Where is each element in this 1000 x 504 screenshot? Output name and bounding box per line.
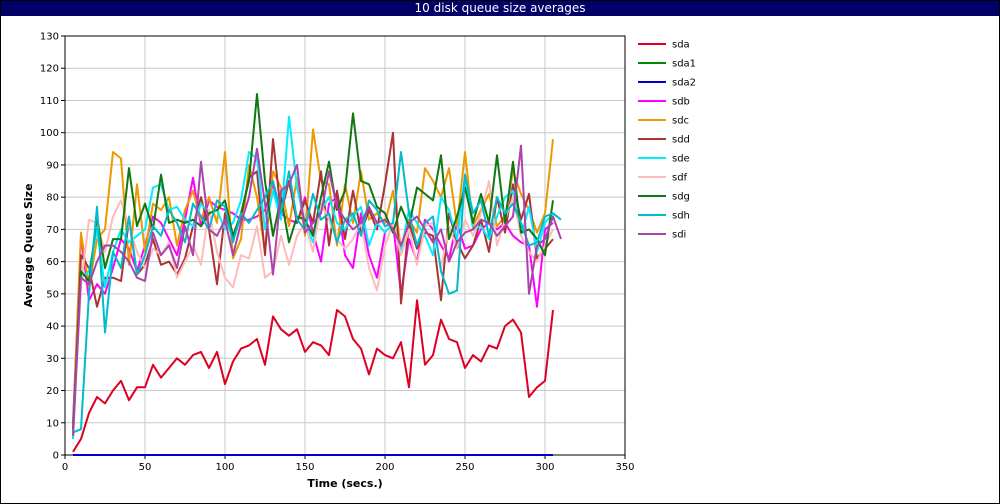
x-tick-label: 50 <box>139 462 152 473</box>
y-tick-label: 100 <box>40 128 59 139</box>
series-line-sdh <box>72 151 562 434</box>
legend-label-sdb: sdb <box>672 97 690 108</box>
legend-label-sdh: sdh <box>672 211 690 222</box>
y-tick-label: 70 <box>46 225 59 236</box>
y-tick-label: 120 <box>40 64 59 75</box>
y-tick-label: 60 <box>46 257 59 268</box>
y-tick-label: 110 <box>40 96 59 107</box>
x-tick-label: 350 <box>615 462 634 473</box>
chart-title: 10 disk queue size averages <box>1 1 999 16</box>
series-line-sda <box>72 299 554 453</box>
legend-label-sdc: sdc <box>672 116 689 127</box>
y-tick-label: 0 <box>53 451 59 462</box>
x-tick-label: 150 <box>295 462 314 473</box>
series-line-sdf <box>72 180 554 433</box>
y-tick-label: 10 <box>46 418 59 429</box>
legend: sda sda1 sda2 sdb sdc sdd sde sdf sdg sdh sdi <box>638 40 696 241</box>
x-tick-label: 300 <box>535 462 554 473</box>
x-tick-label: 200 <box>375 462 394 473</box>
legend-label-sdi: sdi <box>672 230 686 241</box>
y-tick-label: 130 <box>40 32 59 43</box>
x-axis-ticks: 0 50 100 150 200 250 300 350 <box>62 455 635 473</box>
y-axis-label: Average Queue Size <box>22 183 35 307</box>
y-tick-label: 90 <box>46 160 59 171</box>
legend-label-sda2: sda2 <box>672 78 696 89</box>
series-line-sdi <box>72 144 562 436</box>
legend-label-sdd: sdd <box>672 135 690 146</box>
x-tick-label: 250 <box>455 462 474 473</box>
legend-label-sdg: sdg <box>672 192 690 203</box>
y-tick-label: 40 <box>46 322 59 333</box>
series-lines <box>72 93 562 456</box>
x-axis-label: Time (secs.) <box>307 477 382 490</box>
legend-label-sdf: sdf <box>672 173 688 184</box>
legend-label-sda: sda <box>672 40 690 51</box>
x-tick-label: 100 <box>215 462 234 473</box>
y-tick-label: 50 <box>46 289 59 300</box>
legend-label-sda1: sda1 <box>672 59 696 70</box>
y-axis-ticks: 0 10 20 30 40 50 60 70 80 90 100 110 120 130 <box>40 32 65 462</box>
legend-label-sde: sde <box>672 154 690 165</box>
x-tick-label: 0 <box>62 462 68 473</box>
y-tick-label: 80 <box>46 193 59 204</box>
y-tick-label: 30 <box>46 354 59 365</box>
y-tick-label: 20 <box>46 386 59 397</box>
